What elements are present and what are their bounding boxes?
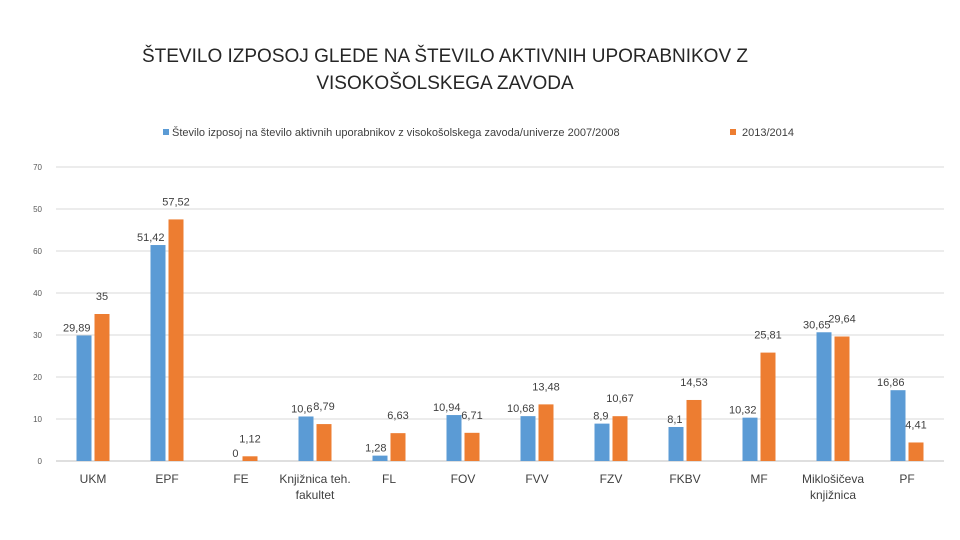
- y-axis-ticks: 0 10 20 30 40 60 50 70: [33, 163, 42, 466]
- bar-series-1: [816, 332, 832, 461]
- y-tick-label: 0: [38, 457, 43, 466]
- y-tick-label: 30: [33, 331, 42, 340]
- data-label-series-1: 8,9: [593, 411, 608, 423]
- data-label-series-1: 1,28: [365, 443, 386, 455]
- data-label-series-2: 14,53: [680, 377, 708, 389]
- chart-title-line-2: VISOKOŠOLSKEGA ZAVODA: [316, 72, 574, 94]
- y-tick-label: 70: [33, 163, 42, 172]
- data-label-series-1: 10,94: [433, 402, 461, 414]
- x-tick-label: PF: [899, 472, 914, 486]
- bar-series-2: [908, 442, 924, 461]
- bar-series-2: [242, 456, 258, 461]
- legend-label-series-1: Število izposoj na število aktivnih upor…: [172, 126, 620, 139]
- bar-series-2: [168, 219, 184, 461]
- data-label-series-1: 51,42: [137, 232, 165, 244]
- data-label-series-1: 10,6: [291, 403, 312, 415]
- data-label-series-2: 35: [96, 291, 108, 303]
- y-tick-label: 40: [33, 289, 42, 298]
- data-label-series-2: 13,48: [532, 381, 560, 393]
- legend-swatch-series-1: [163, 129, 169, 135]
- bar-series-2: [464, 432, 480, 461]
- bar-series-1: [446, 415, 462, 461]
- x-tick-label: MF: [750, 472, 767, 486]
- data-label-series-1: 0: [232, 448, 238, 460]
- x-tick-label: EPF: [155, 472, 178, 486]
- bar-series-2: [390, 433, 406, 461]
- data-label-series-1: 30,65: [803, 319, 831, 331]
- bar-series-2: [760, 352, 776, 461]
- data-label-series-2: 10,67: [606, 393, 634, 405]
- bar-series-2: [316, 424, 332, 461]
- data-label-series-1: 16,86: [877, 377, 905, 389]
- bar-series-2: [94, 314, 110, 461]
- legend: Število izposoj na število aktivnih upor…: [163, 126, 794, 139]
- bar-series-1: [890, 390, 906, 461]
- x-tick-label: FOV: [451, 472, 476, 486]
- gridlines: [56, 166, 944, 462]
- x-tick-label: FE: [233, 472, 248, 486]
- data-labels: 29,89 35 51,42 57,52 01,12 10,6 8,79 1,28 6,63 10…: [63, 196, 927, 460]
- y-tick-label: 20: [33, 373, 42, 382]
- bar-series-1: [150, 245, 166, 461]
- data-label-series-2: 25,81: [754, 330, 782, 342]
- bar-series-1: [668, 426, 684, 461]
- y-tick-label: 50: [33, 205, 42, 214]
- bar-series-2: [686, 399, 702, 461]
- bar-series-1: [298, 416, 314, 461]
- data-label-series-2: 29,64: [828, 314, 856, 326]
- bar-series-2: [538, 404, 554, 461]
- bar-series-1: [594, 423, 610, 461]
- x-tick-label: UKM: [80, 472, 107, 486]
- y-tick-label: 10: [33, 415, 42, 424]
- bar-series-2: [612, 416, 628, 461]
- data-label-series-1: 10,68: [507, 403, 535, 415]
- data-label-series-2: 57,52: [162, 196, 190, 208]
- data-label-series-2: 8,79: [313, 401, 334, 413]
- bar-series-1: [372, 455, 388, 461]
- bars: [76, 219, 924, 461]
- data-label-series-2: 4,41: [905, 419, 926, 431]
- bar-series-1: [76, 335, 92, 461]
- legend-swatch-series-2: [730, 129, 736, 135]
- legend-label-series-2: 2013/2014: [742, 127, 794, 139]
- x-tick-label: FL: [382, 472, 396, 486]
- x-tick-label: FVV: [525, 472, 548, 486]
- data-label-series-1: 29,89: [63, 322, 91, 334]
- data-label-series-2: 6,71: [461, 410, 482, 422]
- x-tick-label: Knjižnica teh. fakultet: [279, 472, 350, 502]
- data-label-series-1: 10,32: [729, 405, 757, 417]
- bar-series-1: [742, 417, 758, 461]
- x-axis-ticks: UKM EPF FE Knjižnica teh. fakultet FL FOV FVV FZ…: [80, 472, 915, 502]
- data-label-series-1: 8,1: [667, 414, 682, 426]
- x-tick-label: FKBV: [669, 472, 700, 486]
- x-tick-label: FZV: [600, 472, 623, 486]
- data-label-series-2: 6,63: [387, 410, 408, 422]
- x-tick-label: Miklošičeva knjižnica: [802, 472, 864, 502]
- y-tick-label: 60: [33, 247, 42, 256]
- data-label-series-2: 1,12: [239, 433, 260, 445]
- bar-series-1: [520, 416, 536, 461]
- bar-series-2: [834, 336, 850, 461]
- chart-title-line-1: ŠTEVILO IZPOSOJ GLEDE NA ŠTEVILO AKTIVNI…: [142, 45, 748, 67]
